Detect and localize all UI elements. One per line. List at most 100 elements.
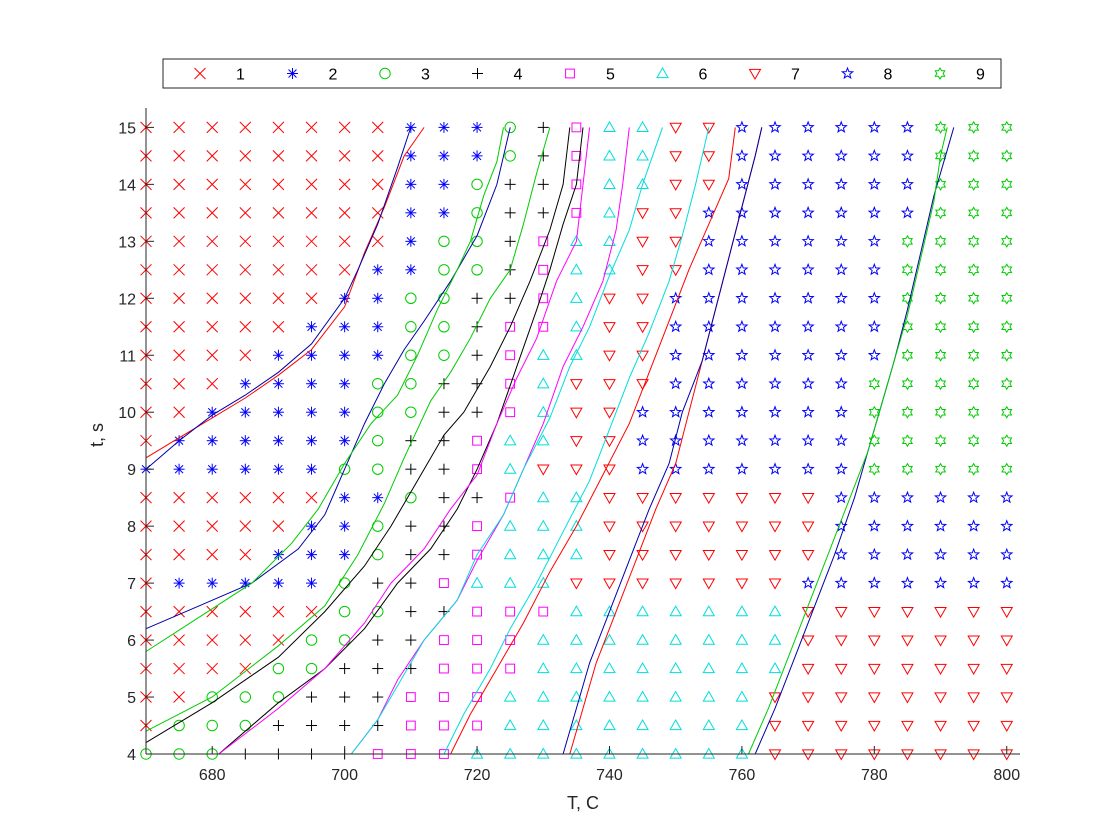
marker-plus	[405, 549, 417, 561]
marker-triangle-up	[536, 576, 550, 588]
marker-asterisk	[438, 121, 450, 133]
marker-circle	[405, 349, 417, 361]
marker-square	[538, 264, 549, 275]
marker-hexagram	[1001, 377, 1013, 391]
marker-hexagram	[901, 348, 914, 362]
marker-triangle-down	[901, 606, 914, 619]
marker-hexagram	[968, 320, 980, 334]
marker-x	[338, 206, 351, 219]
marker-triangle-down	[834, 720, 848, 733]
marker-plus	[504, 207, 516, 219]
marker-triangle-down	[669, 236, 683, 248]
marker-circle	[438, 264, 450, 276]
marker-x	[206, 349, 219, 362]
marker-triangle-down	[702, 493, 716, 505]
marker-asterisk	[239, 378, 251, 390]
marker-triangle-down	[603, 379, 616, 391]
marker-triangle-down	[669, 493, 683, 505]
marker-triangle-down	[901, 635, 914, 647]
marker-triangle-up	[669, 719, 683, 731]
marker-triangle-down	[702, 122, 716, 134]
y-tick-label: 5	[127, 690, 136, 707]
marker-triangle-down	[801, 521, 815, 533]
marker-x	[206, 320, 219, 333]
marker-triangle-down	[735, 521, 749, 533]
marker-triangle-down	[636, 265, 649, 277]
marker-x	[173, 491, 185, 504]
marker-asterisk	[372, 264, 384, 276]
marker-triangle-down	[669, 265, 683, 277]
marker-plus	[372, 663, 384, 675]
marker-plus	[372, 691, 384, 703]
marker-x	[272, 178, 285, 191]
marker-triangle-down	[967, 635, 981, 647]
marker-square	[439, 720, 449, 731]
legend-box	[162, 58, 1002, 89]
marker-asterisk	[339, 378, 351, 390]
marker-circle	[438, 235, 450, 248]
marker-star	[801, 291, 815, 304]
x-axis-label: T, C	[567, 793, 599, 813]
marker-plus	[438, 406, 450, 418]
marker-circle	[405, 378, 417, 390]
marker-triangle-down	[934, 692, 947, 704]
marker-square	[472, 606, 482, 617]
marker-x	[239, 292, 252, 305]
marker-x	[272, 491, 285, 504]
marker-star	[834, 234, 848, 247]
y-tick-label: 8	[127, 519, 136, 536]
marker-asterisk	[173, 463, 185, 475]
marker-triangle-up	[536, 405, 550, 417]
marker-star	[900, 148, 915, 162]
marker-triangle-down	[834, 663, 848, 676]
legend-label: 6	[699, 67, 708, 84]
marker-hexagram	[1001, 434, 1013, 448]
marker-triangle-down	[867, 635, 881, 647]
marker-star	[1000, 576, 1014, 589]
marker-hexagram	[968, 120, 980, 134]
marker-triangle-down	[967, 749, 981, 761]
marker-plus	[438, 378, 450, 390]
marker-x	[239, 634, 252, 646]
marker-x	[371, 178, 384, 191]
marker-hexagram	[934, 263, 947, 277]
x-tick-label: 680	[199, 767, 226, 784]
marker-asterisk	[272, 577, 284, 589]
marker-x	[173, 520, 185, 532]
marker-square	[505, 321, 516, 332]
marker-star	[702, 234, 716, 247]
marker-plus	[472, 68, 483, 79]
marker-x	[305, 263, 318, 276]
marker-triangle-up	[603, 633, 616, 645]
legend-label: 9	[976, 67, 985, 84]
marker-asterisk	[306, 406, 318, 418]
marker-triangle-down	[636, 379, 649, 391]
marker-x	[173, 634, 185, 646]
marker-circle	[379, 67, 391, 80]
marker-triangle-up	[603, 234, 616, 246]
x-axis-ticks: 680 700 720 740 760 780 800	[199, 746, 1020, 784]
marker-star	[768, 433, 782, 447]
marker-triangle-up	[768, 605, 782, 617]
marker-triangle-down	[967, 606, 981, 619]
marker-star	[834, 291, 848, 304]
marker-triangle-down	[735, 550, 749, 562]
marker-plus	[504, 178, 516, 190]
marker-square	[439, 692, 449, 702]
marker-triangle-up	[536, 519, 550, 531]
marker-x	[338, 150, 351, 162]
marker-x	[173, 206, 185, 219]
marker-x	[173, 178, 185, 191]
marker-asterisk	[272, 406, 284, 418]
marker-star	[768, 177, 782, 190]
marker-triangle-up	[570, 320, 583, 332]
marker-asterisk	[272, 378, 284, 390]
marker-triangle-up	[570, 605, 583, 617]
marker-triangle-up	[669, 605, 683, 617]
marker-star	[735, 291, 749, 304]
marker-star	[867, 291, 881, 304]
x-tick-label: 780	[861, 767, 888, 784]
marker-triangle-down	[768, 749, 782, 761]
marker-star	[867, 490, 881, 504]
